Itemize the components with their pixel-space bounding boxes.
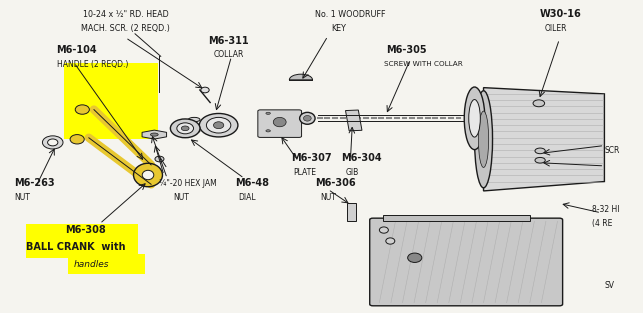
Ellipse shape <box>201 87 209 93</box>
Ellipse shape <box>469 100 480 137</box>
Text: NUT: NUT <box>174 193 190 202</box>
Text: M6-311: M6-311 <box>208 36 249 46</box>
Text: MACH. SCR. (2 REQD.): MACH. SCR. (2 REQD.) <box>81 24 170 33</box>
Text: 10-24 x ½" RD. HEAD: 10-24 x ½" RD. HEAD <box>82 10 168 18</box>
Ellipse shape <box>177 123 194 134</box>
Ellipse shape <box>142 170 154 180</box>
Ellipse shape <box>300 112 315 124</box>
Ellipse shape <box>188 117 200 122</box>
Ellipse shape <box>533 100 545 107</box>
Ellipse shape <box>75 105 89 114</box>
Text: GIB: GIB <box>345 168 359 177</box>
Ellipse shape <box>199 113 238 137</box>
Polygon shape <box>484 88 604 191</box>
Ellipse shape <box>181 126 189 131</box>
Text: SCR: SCR <box>604 146 620 155</box>
Text: M6-306: M6-306 <box>315 178 356 188</box>
Polygon shape <box>142 130 167 139</box>
Ellipse shape <box>42 136 63 149</box>
Ellipse shape <box>134 163 163 187</box>
Text: 8-32 HI: 8-32 HI <box>592 205 619 214</box>
Ellipse shape <box>535 157 545 163</box>
Ellipse shape <box>266 130 270 132</box>
Ellipse shape <box>535 148 545 154</box>
Text: No. 1 WOODRUFF: No. 1 WOODRUFF <box>315 10 386 18</box>
Text: M6-104: M6-104 <box>57 45 97 55</box>
FancyBboxPatch shape <box>258 110 302 137</box>
Text: M6-304: M6-304 <box>341 153 381 163</box>
Ellipse shape <box>464 87 485 150</box>
Text: PLATE: PLATE <box>293 168 316 177</box>
Ellipse shape <box>70 135 84 144</box>
Text: COLLAR: COLLAR <box>213 50 244 59</box>
Text: M6-307: M6-307 <box>291 153 331 163</box>
Ellipse shape <box>213 122 224 129</box>
Text: SCREW WITH COLLAR: SCREW WITH COLLAR <box>384 61 462 67</box>
Text: handles: handles <box>74 260 109 269</box>
Text: OILER: OILER <box>545 24 567 33</box>
Ellipse shape <box>150 133 158 136</box>
Ellipse shape <box>188 129 200 133</box>
Text: W30-16: W30-16 <box>540 9 582 19</box>
Bar <box>68 254 145 274</box>
Ellipse shape <box>475 91 493 188</box>
Text: KEY: KEY <box>331 24 346 33</box>
Ellipse shape <box>266 112 270 114</box>
Text: BALL CRANK  with: BALL CRANK with <box>26 242 125 252</box>
Text: M6-48: M6-48 <box>235 178 269 188</box>
Ellipse shape <box>170 119 200 138</box>
Text: NUT: NUT <box>14 193 30 202</box>
FancyBboxPatch shape <box>370 218 563 306</box>
Ellipse shape <box>379 227 388 233</box>
Text: SV: SV <box>604 281 615 290</box>
Ellipse shape <box>48 139 58 146</box>
Text: ¼"-20 HEX JAM: ¼"-20 HEX JAM <box>159 179 217 187</box>
Text: M6-263: M6-263 <box>14 178 55 188</box>
Text: HANDLE (2 REQD.): HANDLE (2 REQD.) <box>57 60 128 69</box>
Ellipse shape <box>155 156 164 162</box>
Text: (4 RE: (4 RE <box>592 219 612 228</box>
Ellipse shape <box>408 253 422 262</box>
Ellipse shape <box>206 117 231 133</box>
Text: DIAL: DIAL <box>238 193 255 202</box>
Bar <box>383 215 530 221</box>
Text: NUT: NUT <box>320 193 336 202</box>
Text: M6-308: M6-308 <box>66 225 106 235</box>
Ellipse shape <box>303 115 311 121</box>
Bar <box>26 224 138 258</box>
Bar <box>345 110 362 131</box>
Ellipse shape <box>478 111 489 167</box>
Ellipse shape <box>273 117 286 127</box>
Text: M6-305: M6-305 <box>386 45 426 55</box>
Wedge shape <box>289 74 312 80</box>
Bar <box>64 63 158 139</box>
Ellipse shape <box>386 238 395 244</box>
Bar <box>347 203 356 221</box>
